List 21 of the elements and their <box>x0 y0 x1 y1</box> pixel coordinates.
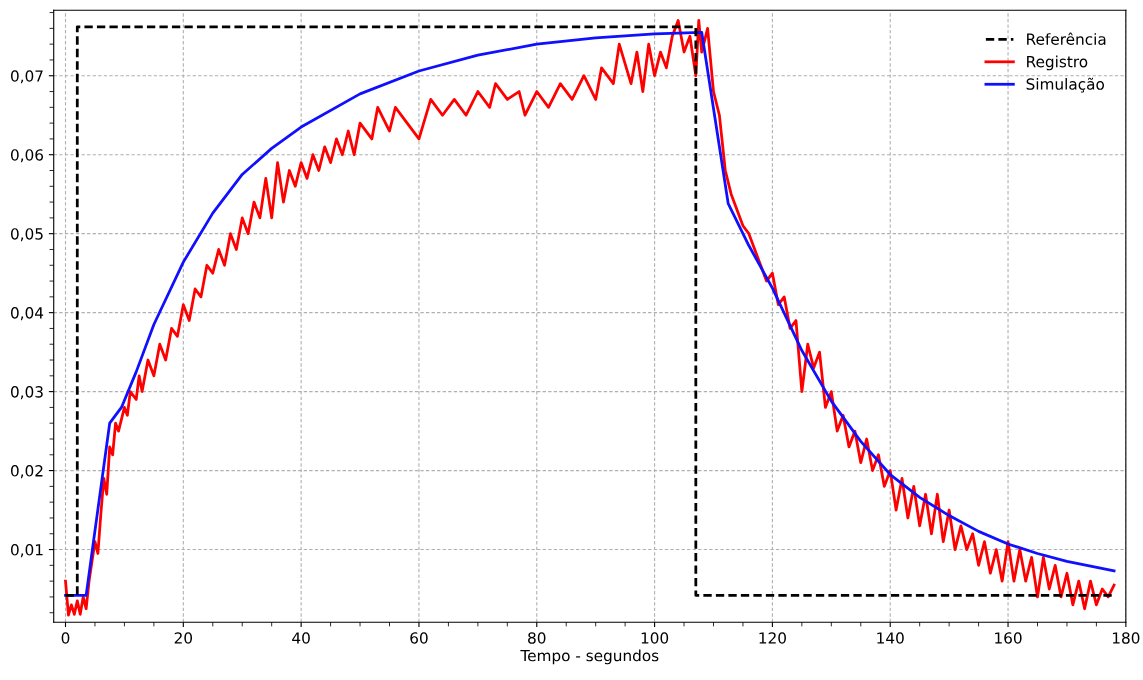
legend-label: Registro <box>1027 55 1088 71</box>
y-tick-label: 0,07 <box>10 70 43 84</box>
y-tick-label: 0,02 <box>10 465 43 479</box>
x-tick-label: 80 <box>528 632 546 644</box>
x-tick-label: 40 <box>292 632 310 644</box>
y-tick-label: 0,05 <box>10 228 43 242</box>
x-tick-label: 0 <box>61 632 70 644</box>
legend-label: Simulação <box>1026 77 1104 93</box>
y-tick-label: 0,03 <box>10 386 43 400</box>
x-tick-label: 120 <box>759 632 786 644</box>
x-tick-label: 140 <box>877 632 904 644</box>
x-tick-label: 60 <box>410 632 428 644</box>
legend-label: Referência <box>1027 32 1106 45</box>
x-tick-label: 160 <box>995 632 1022 644</box>
y-tick-label: 0,01 <box>10 544 43 558</box>
y-tick-label: 0,04 <box>10 307 44 321</box>
x-axis-title: Tempo - segundos <box>520 649 659 665</box>
y-tick-label: 0,06 <box>10 149 44 163</box>
x-tick-label: 100 <box>641 632 669 644</box>
x-tick-label: 180 <box>1112 632 1140 644</box>
x-tick-label: 20 <box>174 632 193 644</box>
